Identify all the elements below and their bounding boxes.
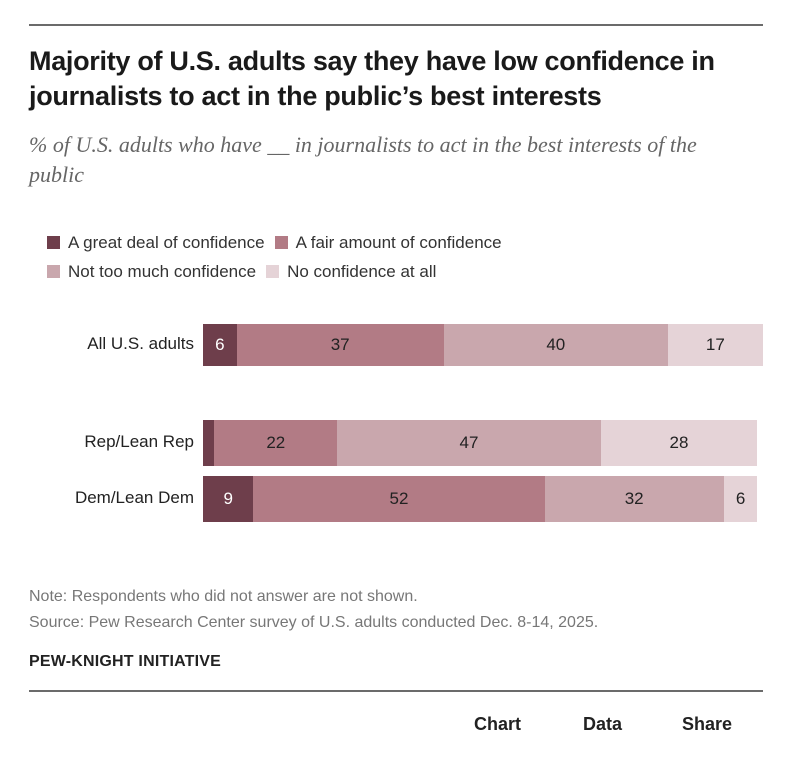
tab-chart[interactable]: Chart [474, 714, 522, 734]
data-label: 9 [223, 489, 233, 508]
legend: A great deal of confidence A fair amount… [47, 228, 647, 286]
legend-item-no-confidence: No confidence at all [266, 262, 436, 282]
data-label: 32 [624, 489, 644, 508]
bar-segment: 17 [667, 324, 763, 366]
bar-row: 9 52 32 6 [203, 476, 758, 522]
chart-note: Note: Respondents who did not answer are… [29, 588, 418, 605]
legend-swatch [266, 265, 280, 278]
data-label: 47 [459, 433, 479, 452]
bar-segment: 22 [214, 420, 338, 466]
tab-data[interactable]: Data [583, 714, 623, 734]
data-label: 17 [705, 335, 725, 354]
legend-label: A fair amount of confidence [295, 232, 502, 252]
legend-label: No confidence at all [287, 261, 437, 281]
data-label: 6 [735, 489, 746, 508]
bar-segment: 40 [443, 324, 668, 366]
bottom-rule [29, 690, 763, 692]
stacked-bar-chart: All U.S. adults 6 37 40 17 Rep/Lean Rep 22 47 28… [0, 310, 800, 550]
data-label: 6 [215, 335, 225, 354]
data-label: 37 [330, 335, 350, 354]
legend-item-not-too-much: Not too much confidence [47, 262, 256, 282]
bar-segment: 28 [600, 420, 758, 466]
tab-share[interactable]: Share [682, 714, 733, 734]
bar-segment: 6 [203, 324, 237, 366]
org-label: PEW-KNIGHT INITIATIVE [29, 653, 222, 670]
legend-swatch [274, 236, 288, 249]
bar-segment: 6 [723, 476, 758, 522]
bar-segment: 47 [337, 420, 601, 466]
bar-row: 6 37 40 17 [203, 324, 763, 366]
legend-swatch [47, 265, 60, 278]
bar-segment: 32 [544, 476, 724, 522]
top-rule [29, 24, 763, 26]
data-label: 40 [546, 335, 566, 354]
chart-subtitle: % of U.S. adults who have __ in journali… [29, 132, 697, 187]
bar-segment [203, 420, 215, 466]
bar-segment: 52 [253, 476, 545, 522]
data-label: 28 [669, 433, 689, 452]
legend-item-great-deal: A great deal of confidence [47, 233, 265, 253]
legend-label: A great deal of confidence [68, 232, 265, 252]
bar-row: 22 47 28 [203, 420, 758, 466]
legend-item-fair-amount: A fair amount of confidence [274, 232, 502, 253]
bar-segment: 37 [236, 324, 444, 366]
category-label: Rep/Lean Rep [84, 432, 194, 451]
category-label: All U.S. adults [87, 334, 194, 353]
chart-source: Source: Pew Research Center survey of U.… [29, 614, 599, 631]
data-label: 22 [266, 433, 286, 452]
legend-swatch [47, 236, 60, 249]
category-label: Dem/Lean Dem [74, 488, 194, 507]
chart-title: Majority of U.S. adults say they have lo… [29, 46, 715, 111]
data-label: 52 [389, 489, 409, 508]
legend-label: Not too much confidence [68, 261, 257, 281]
legend-row: A great deal of confidence A fair amount… [47, 228, 647, 257]
bar-segment: 9 [203, 476, 254, 522]
legend-row: Not too much confidence No confidence at… [47, 257, 647, 286]
